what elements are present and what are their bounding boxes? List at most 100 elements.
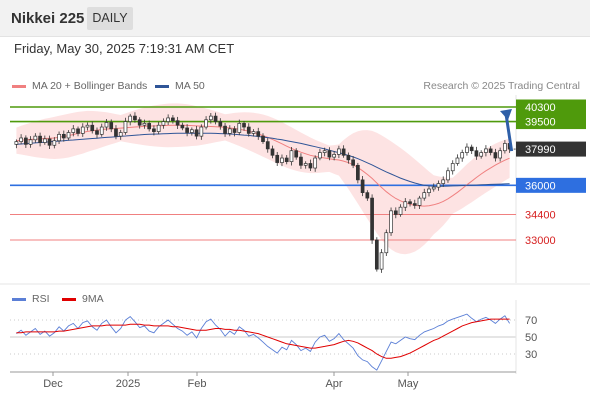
candle-body xyxy=(213,115,218,122)
candle-body xyxy=(408,201,412,204)
candle-body xyxy=(455,157,460,164)
candle-body xyxy=(227,128,232,134)
candle-body xyxy=(118,132,123,137)
legend-label-rsi: RSI xyxy=(32,293,50,305)
candle-body xyxy=(412,203,417,206)
candle-body xyxy=(346,154,351,161)
candle-body xyxy=(488,148,493,153)
rsi-tick-30: 30 xyxy=(525,349,537,361)
candle-body xyxy=(223,125,227,134)
legend-label-ma50: MA 50 xyxy=(175,80,205,92)
legend-label-9ma: 9MA xyxy=(82,293,104,305)
candle-body xyxy=(450,163,455,172)
candle-body xyxy=(498,150,502,159)
candle-body xyxy=(308,163,313,169)
candle-body xyxy=(190,129,194,133)
candle-body xyxy=(33,135,38,141)
candle-body xyxy=(337,148,341,155)
candle-body xyxy=(19,137,23,142)
candle-body xyxy=(99,126,104,135)
candle-body xyxy=(318,152,322,159)
forecast-arrow xyxy=(504,113,514,152)
legend-swatch-ma20 xyxy=(12,84,26,88)
candle-body xyxy=(289,150,294,163)
candle-body xyxy=(47,138,52,146)
candle-body xyxy=(294,150,299,158)
level-label-39500: 39500 xyxy=(525,117,556,129)
candle-body xyxy=(332,154,336,158)
level-tag-40300 xyxy=(516,99,586,115)
x-tick-label-May: May xyxy=(398,378,419,390)
candle-body xyxy=(66,132,71,139)
forecast-arrow-head xyxy=(500,109,512,120)
candle-body xyxy=(61,133,66,139)
candle-body xyxy=(256,131,261,137)
candle-body xyxy=(351,159,355,166)
candle-body xyxy=(109,122,114,130)
level-label-40300: 40300 xyxy=(525,102,556,114)
candle-body xyxy=(128,115,133,122)
candle-body xyxy=(374,239,379,270)
credit-text: Research © 2025 Trading Central xyxy=(423,80,580,92)
candle-body xyxy=(313,157,318,169)
candle-body xyxy=(436,183,441,188)
candle-body xyxy=(175,120,180,126)
candle-body xyxy=(104,122,109,128)
candle-body xyxy=(24,137,28,145)
candle-body xyxy=(185,127,189,133)
candle-body xyxy=(389,210,393,234)
candle-body xyxy=(137,119,142,126)
candle-body xyxy=(147,123,152,130)
instrument-title: Nikkei 225 xyxy=(11,10,85,27)
chart-header: Nikkei 225 DAILY xyxy=(0,0,590,37)
candle-body xyxy=(370,197,374,241)
candle-body xyxy=(80,126,85,134)
candle-body xyxy=(133,115,137,121)
candle-body xyxy=(493,152,498,159)
candle-body xyxy=(270,148,275,156)
candle-body xyxy=(303,163,308,166)
candle-body xyxy=(398,206,403,215)
candle-body xyxy=(284,157,289,163)
last-price-tag xyxy=(516,141,586,157)
candle-body xyxy=(180,124,185,129)
candle-body xyxy=(327,150,332,158)
candle-body xyxy=(57,133,61,142)
level-label-36000: 36000 xyxy=(525,180,556,192)
candle-body xyxy=(199,126,204,137)
bollinger-band xyxy=(16,103,510,255)
candle-body xyxy=(393,210,398,215)
candle-body xyxy=(246,126,251,134)
x-tick-label-2025: 2025 xyxy=(116,378,140,390)
candle-body xyxy=(275,154,280,163)
candle-body xyxy=(446,170,450,181)
x-tick-label-Feb: Feb xyxy=(188,378,207,390)
level-tag-39500 xyxy=(516,114,586,130)
candle-body xyxy=(156,124,161,132)
candle-body xyxy=(76,128,80,134)
candle-body xyxy=(38,135,42,143)
legend-swatch-9ma xyxy=(62,297,76,301)
candle-body xyxy=(322,150,327,153)
rsi-tick-70: 70 xyxy=(525,315,537,327)
candle-body xyxy=(171,117,175,122)
legend-ma20: MA 20 + Bollinger Bands xyxy=(12,80,147,92)
candle-body xyxy=(123,121,128,133)
candle-body xyxy=(341,148,346,156)
candle-body xyxy=(218,121,223,127)
candle-body xyxy=(360,179,365,193)
candle-body xyxy=(469,146,474,152)
candle-body xyxy=(465,146,469,153)
legend-swatch-ma50 xyxy=(155,84,169,88)
timeframe-button[interactable]: DAILY xyxy=(87,7,133,30)
legend-9ma: 9MA xyxy=(62,293,104,305)
level-label-33000: 33000 xyxy=(525,235,556,247)
candle-body xyxy=(365,192,370,199)
candle-body xyxy=(204,119,208,128)
candle-body xyxy=(403,201,408,208)
candle-body xyxy=(441,179,446,184)
legend-rsi: RSI xyxy=(12,293,50,305)
candle-body xyxy=(379,252,384,270)
candle-body xyxy=(208,115,213,121)
